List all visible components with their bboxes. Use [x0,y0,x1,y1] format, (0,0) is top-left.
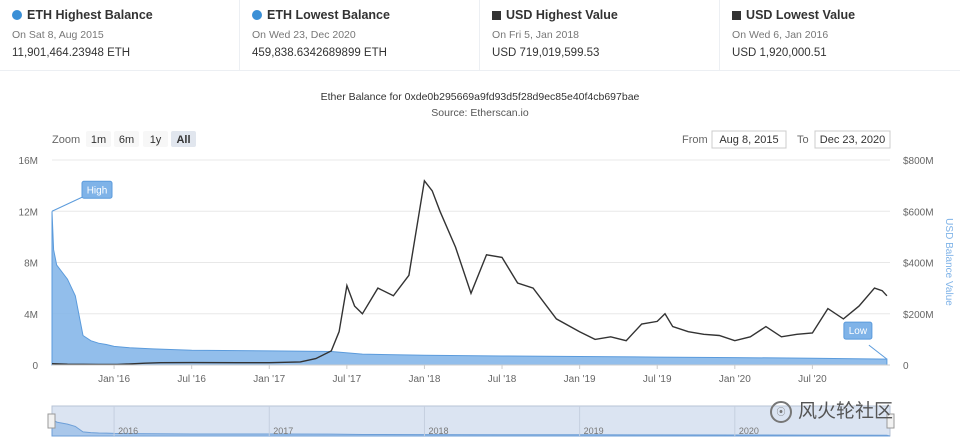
navigator-right-handle[interactable] [886,413,895,429]
zoom-button-label[interactable]: 1m [91,134,106,146]
navigator-year-label: 2017 [273,426,293,436]
zoom-button-All[interactable] [171,131,196,147]
x-tick-label: Jul '20 [798,374,827,385]
stat-date: On Fri 5, Jan 2018 [492,29,579,41]
to-date-input[interactable] [814,130,891,149]
stat-date: On Wed 6, Jan 2016 [732,29,829,41]
stat-usd-highest: USD Highest Value On Fri 5, Jan 2018 USD… [480,0,721,70]
x-tick-label: Jan '16 [98,374,130,385]
chart-subtitle: Source: Etherscan.io [431,107,529,119]
to-date-value[interactable]: Dec 23, 2020 [820,134,885,146]
stat-usd-lowest: USD Lowest Value On Wed 6, Jan 2016 USD … [720,0,960,70]
y-left-tick: 4M [24,310,38,321]
y-right-tick: $800M [903,156,934,167]
stat-eth-highest: ETH Highest Balance On Sat 8, Aug 2015 1… [0,0,241,70]
wechat-icon: ⦿ [770,400,792,423]
chart-title: Ether Balance for 0xde0b295669a9fd93d5f2… [321,91,640,103]
y-left-tick: 12M [19,207,38,218]
y-right-tick: $600M [903,207,934,218]
high-annotation-box [81,180,113,199]
zoom-label: Zoom [52,134,80,146]
zoom-button-label[interactable]: 6m [119,134,134,146]
x-tick-label: Jan '17 [253,374,285,385]
navigator-year-label: 2018 [428,426,448,436]
navigator-year-label: 2019 [584,426,604,436]
blue-dot-icon [12,10,22,20]
zoom-button-1m[interactable] [86,131,111,147]
stat-value: USD 1,920,000.51 [732,47,827,59]
x-tick-label: Jul '18 [488,374,517,385]
stat-title: ETH Lowest Balance [267,8,390,22]
dark-square-icon [492,10,502,20]
from-label: From [682,134,708,146]
stat-value: USD 719,019,599.53 [492,47,600,59]
eth-balance-area [51,211,888,366]
x-tick-label: Jan '18 [408,374,440,385]
low-annotation-pointer [868,344,888,360]
y-right-tick: $400M [903,259,934,270]
navigator-series [51,414,891,437]
dark-square-icon [732,10,742,20]
stat-value: 11,901,464.23948 ETH [12,47,131,59]
x-tick-label: Jul '16 [177,374,206,385]
zoom-button-label[interactable]: All [176,134,190,146]
stat-eth-lowest: ETH Lowest Balance On Wed 23, Dec 2020 4… [240,0,481,70]
usd-value-line [51,179,888,366]
to-label: To [797,134,809,146]
from-date-input[interactable] [711,130,787,149]
stat-date: On Wed 23, Dec 2020 [252,29,356,41]
y-left-tick: 0 [32,361,38,372]
y-right-tick: $200M [903,310,934,321]
zoom-button-label[interactable]: 1y [150,134,162,146]
stat-value: 459,838.6342689899 ETH [252,47,387,59]
watermark-text: 风火轮社区 [798,401,894,422]
blue-dot-icon [252,10,263,20]
stat-title: ETH Highest Balance [27,8,153,22]
x-tick-label: Jan '19 [564,374,596,385]
low-annotation-box [843,321,873,340]
stat-title: USD Highest Value [506,8,618,22]
x-tick-label: Jul '17 [333,374,362,385]
x-tick-label: Jan '20 [719,374,751,385]
navigator-year-label: 2020 [739,426,759,436]
y-left-tick: 8M [24,259,38,270]
watermark: ⦿ 风火轮社区 [770,396,893,423]
zoom-button-1y[interactable] [143,131,168,147]
navigator-year-label: 2016 [118,426,138,436]
from-date-value[interactable]: Aug 8, 2015 [719,134,778,146]
navigator-window[interactable] [51,405,891,437]
x-tick-label: Jul '19 [643,374,672,385]
y-right-tick: 0 [903,361,909,372]
y-left-tick: 16M [19,156,38,167]
high-annotation-label: High [87,185,108,196]
zoom-button-6m[interactable] [114,131,139,147]
high-annotation-pointer [51,196,83,212]
stats-bar: ETH Highest Balance On Sat 8, Aug 2015 1… [0,0,960,71]
stat-date: On Sat 8, Aug 2015 [12,29,104,41]
y-right-axis-label: USD Balance Value [943,218,954,306]
navigator-left-handle[interactable] [47,413,56,429]
stat-title: USD Lowest Value [746,8,856,22]
low-annotation-label: Low [849,326,868,337]
